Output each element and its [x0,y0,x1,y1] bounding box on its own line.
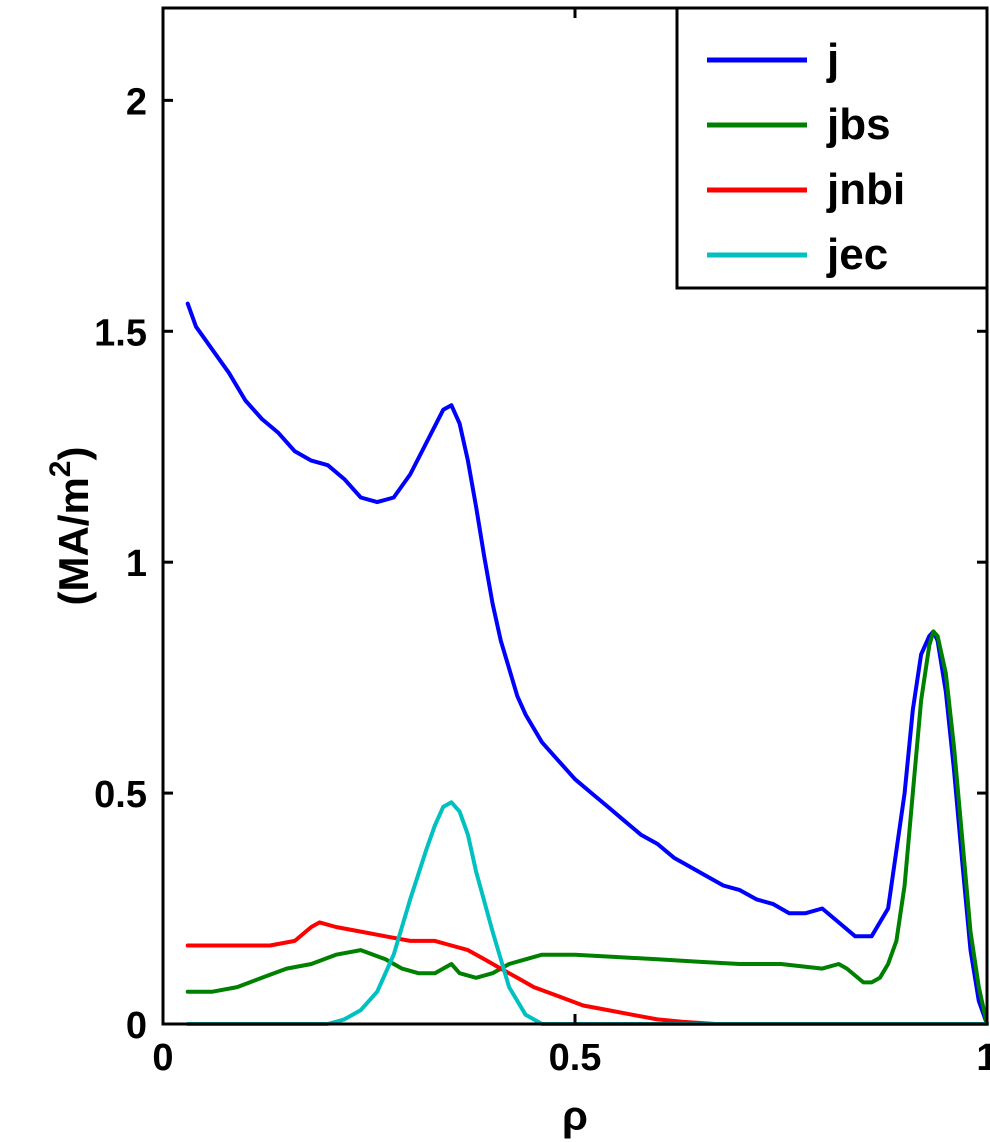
legend: j jbs jnbi jec [675,6,989,290]
y-tick-label: 0.5 [94,774,147,816]
legend-label-jec: jec [826,230,888,279]
legend-box [675,6,989,290]
x-tick-label: 0.5 [549,1037,602,1079]
series-line-j [185,301,989,1026]
legend-label-j: j [826,35,839,84]
y-tick-label: 1 [126,543,147,585]
x-tick-label: 1 [976,1037,990,1079]
legend-label-jbs: jbs [826,100,891,149]
y-axis-label-close: ) [50,446,97,460]
series-line-jnbi [185,920,718,1026]
axes: 0 0.5 100.511.52ρ(MA/m2) [44,6,990,1139]
x-tick-label: 0 [152,1037,173,1079]
series-line-jec [185,800,989,1026]
legend-label-jnbi: jnbi [826,165,905,214]
y-tick-label: 0 [126,1005,147,1047]
y-tick-label: 1.5 [94,312,147,354]
series-line-jbs [185,629,989,1026]
x-axis-label: ρ [562,1092,588,1139]
y-tick-label: 2 [126,81,147,123]
series-layer [185,301,989,1026]
y-axis-label: (MA/m2) [44,446,97,605]
y-axis-label-main: (MA/m [50,477,97,605]
y-axis-label-superscript: 2 [44,460,77,477]
